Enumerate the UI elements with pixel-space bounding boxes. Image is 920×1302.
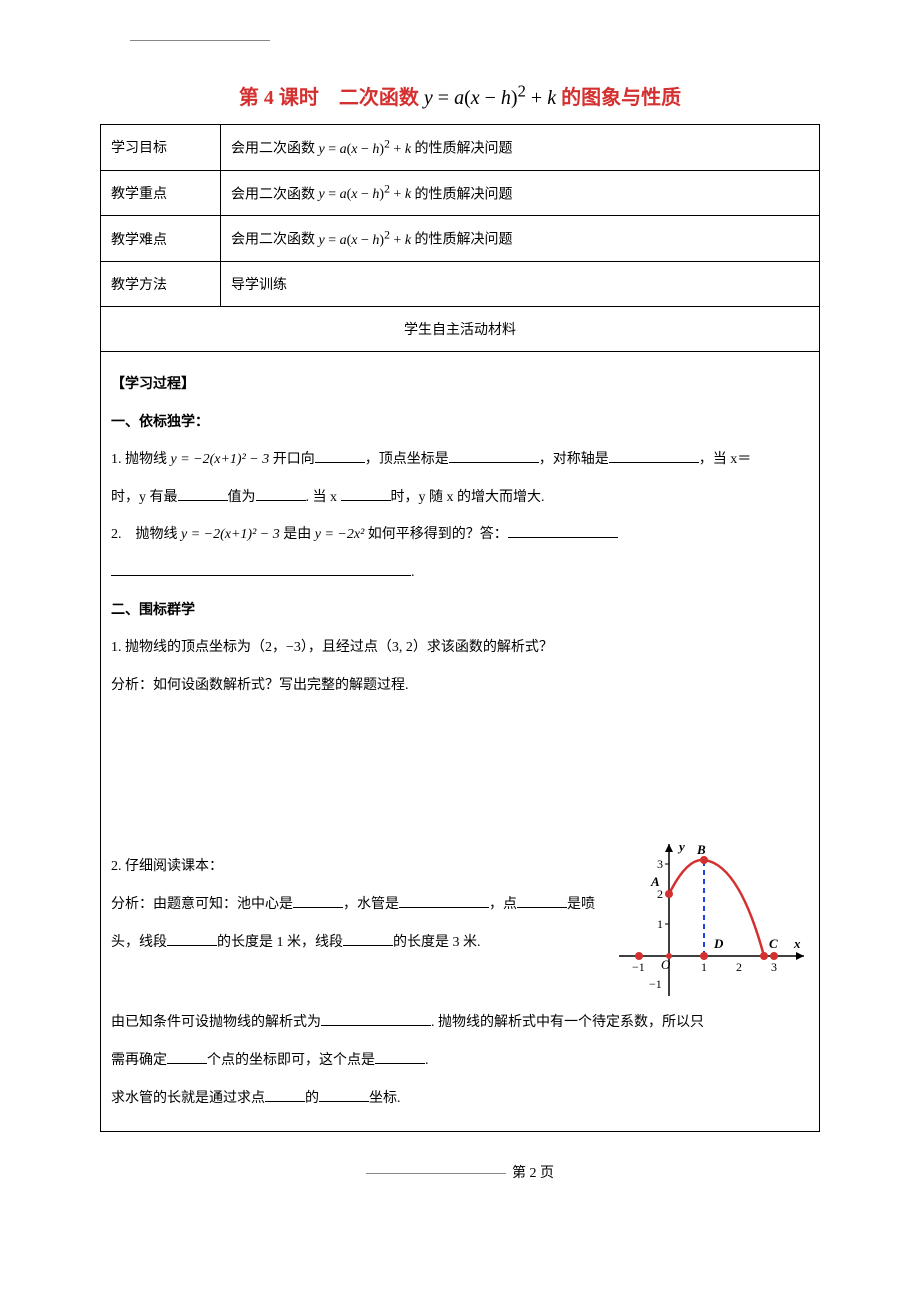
row-content: 【学习过程】 一、依标独学： 1. 抛物线 y = −2(x+1)² − 3 开… [101, 351, 820, 1131]
label-b: B [696, 842, 706, 857]
xtick-3: 3 [771, 960, 777, 974]
point-b [700, 856, 708, 864]
blank [167, 932, 217, 946]
ytick-neg1: −1 [649, 977, 662, 991]
row-activity-header: 学生自主活动材料 [101, 306, 820, 351]
meta-table: 学习目标 会用二次函数 y = a(x − h)2 + k 的性质解决问题 教学… [100, 124, 820, 1132]
xtick-neg1: −1 [632, 960, 645, 974]
page: 第 4 课时 二次函数 y = a(x − h)2 + k 的图象与性质 学习目… [0, 0, 920, 1202]
point-c [760, 952, 768, 960]
activity-header: 学生自主活动材料 [101, 306, 820, 351]
title-suffix: 的图象与性质 [556, 87, 681, 109]
chart-svg: O y x −1 1 2 3 1 2 3 −1 [609, 836, 809, 1006]
x-axis-label: x [793, 936, 801, 951]
y-axis-label: y [677, 839, 685, 854]
s2-q1-line-2: 分析：如何设函数解析式？写出完整的解题过程. [111, 669, 809, 703]
row-focus: 教学重点 会用二次函数 y = a(x − h)2 + k 的性质解决问题 [101, 170, 820, 216]
blank [609, 449, 699, 463]
point-a [665, 890, 673, 898]
focus-label: 教学重点 [101, 170, 221, 216]
q2-formula-2: y = −2x² [315, 527, 365, 542]
blank [341, 487, 391, 501]
dot [635, 952, 643, 960]
dot [770, 952, 778, 960]
lesson-title: 第 4 课时 二次函数 y = a(x − h)2 + k 的图象与性质 [100, 81, 820, 110]
page-footer: 第 2 页 [100, 1162, 820, 1182]
origin-dot [666, 953, 672, 959]
objective-value: 会用二次函数 y = a(x − h)2 + k 的性质解决问题 [221, 125, 820, 171]
objective-label: 学习目标 [101, 125, 221, 171]
blank [449, 449, 539, 463]
blank [256, 487, 306, 501]
formula-inline: y = a(x − h)2 + k [319, 187, 412, 202]
q1-formula: y = −2(x+1)² − 3 [171, 452, 270, 467]
blank [517, 894, 567, 908]
blank [375, 1050, 425, 1064]
label-d: D [713, 936, 724, 951]
question-1-line-1: 1. 抛物线 y = −2(x+1)² − 3 开口向，顶点坐标是，对称轴是，当… [111, 443, 809, 477]
page-number: 第 2 页 [512, 1166, 554, 1181]
method-value: 导学训练 [221, 261, 820, 306]
process-header: 【学习过程】 [111, 368, 809, 402]
question-1-line-2: 时，y 有最值为. 当 x 时，y 随 x 的增大而增大. [111, 481, 809, 515]
y-arrow [665, 844, 673, 852]
title-formula: y = a(x − h)2 + k [424, 87, 556, 109]
blank [399, 894, 489, 908]
row-method: 教学方法 导学训练 [101, 261, 820, 306]
blank [265, 1088, 305, 1102]
ytick-3: 3 [657, 857, 663, 871]
origin-label: O [661, 957, 671, 972]
x-arrow [796, 952, 804, 960]
label-c: C [769, 936, 778, 951]
xtick-1: 1 [701, 960, 707, 974]
point-d [700, 952, 708, 960]
parabola-chart: O y x −1 1 2 3 1 2 3 −1 [609, 836, 809, 1006]
blank [178, 487, 228, 501]
blank [321, 1012, 431, 1026]
footer-rule [366, 1173, 506, 1174]
ytick-2: 2 [657, 887, 663, 901]
formula-inline: y = a(x − h)2 + k [319, 233, 412, 248]
blank [167, 1050, 207, 1064]
blank [319, 1088, 369, 1102]
blank [508, 524, 618, 538]
top-rule [130, 40, 270, 41]
blank [343, 932, 393, 946]
ytick-1: 1 [657, 917, 663, 931]
question-2-line-2: . [111, 556, 809, 590]
blank [315, 449, 365, 463]
xtick-2: 2 [736, 960, 742, 974]
focus-value: 会用二次函数 y = a(x − h)2 + k 的性质解决问题 [221, 170, 820, 216]
s2-q2-line-4: 由已知条件可设抛物线的解析式为. 抛物线的解析式中有一个待定系数，所以只 [111, 1006, 809, 1040]
row-objective: 学习目标 会用二次函数 y = a(x − h)2 + k 的性质解决问题 [101, 125, 820, 171]
question-2-line-1: 2. 抛物线 y = −2(x+1)² − 3 是由 y = −2x² 如何平移… [111, 518, 809, 552]
section1-header: 一、依标独学： [111, 406, 809, 440]
s2-q2-line-5: 需再确定个点的坐标即可，这个点是. [111, 1044, 809, 1078]
method-label: 教学方法 [101, 261, 221, 306]
row-difficulty: 教学难点 会用二次函数 y = a(x − h)2 + k 的性质解决问题 [101, 216, 820, 262]
difficulty-label: 教学难点 [101, 216, 221, 262]
spacer [111, 706, 809, 846]
s2-q1-line-1: 1. 抛物线的顶点坐标为（2，−3），且经过点（3, 2）求该函数的解析式？ [111, 631, 809, 665]
blank [111, 562, 411, 576]
q2-formula-1: y = −2(x+1)² − 3 [181, 527, 280, 542]
title-prefix: 第 4 课时 二次函数 [239, 87, 424, 109]
blank [293, 894, 343, 908]
content-cell: 【学习过程】 一、依标独学： 1. 抛物线 y = −2(x+1)² − 3 开… [101, 351, 820, 1131]
formula-inline: y = a(x − h)2 + k [319, 142, 412, 157]
s2-q2-line-6: 求水管的长就是通过求点的坐标. [111, 1082, 809, 1116]
section2-header: 二、围标群学 [111, 594, 809, 628]
difficulty-value: 会用二次函数 y = a(x − h)2 + k 的性质解决问题 [221, 216, 820, 262]
label-a: A [650, 874, 660, 889]
